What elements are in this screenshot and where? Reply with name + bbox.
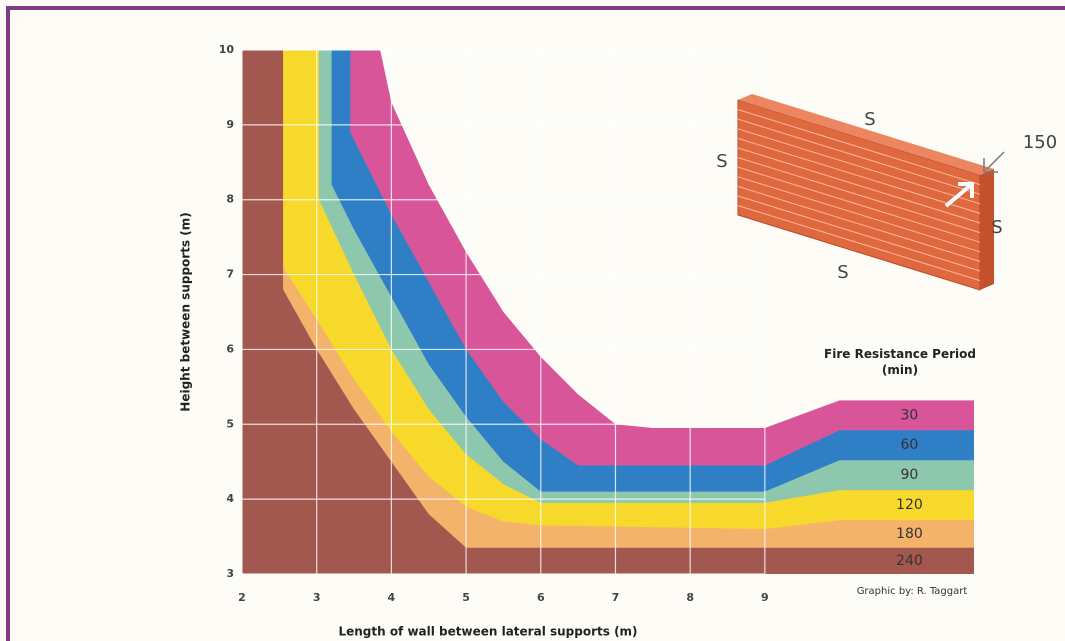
y-tick-label: 5 [226, 417, 234, 430]
x-axis-label: Length of wall between lateral supports … [338, 625, 637, 639]
x-tick-label: 9 [761, 591, 769, 604]
y-tick-label: 7 [226, 268, 234, 281]
support-label: S [837, 262, 848, 283]
x-tick-label: 5 [462, 591, 470, 604]
y-tick-label: 4 [226, 492, 234, 505]
y-tick-label: 10 [219, 43, 235, 56]
x-tick-label: 4 [388, 591, 396, 604]
y-tick-label: 6 [226, 342, 234, 355]
y-tick-label: 3 [226, 567, 234, 580]
y-tick-label: 9 [226, 118, 234, 131]
x-tick-label: 2 [238, 591, 246, 604]
band-label: 180 [896, 526, 923, 542]
support-label: S [716, 151, 727, 172]
credit: Graphic by: R. Taggart [857, 586, 968, 597]
x-tick-label: 6 [537, 591, 545, 604]
legend-title: Fire Resistance Period (min) [820, 346, 980, 378]
band-label: 60 [901, 437, 919, 453]
x-tick-label: 8 [686, 591, 694, 604]
band-label: 240 [896, 553, 923, 569]
thickness-label: 150 [1023, 132, 1057, 153]
support-label: S [864, 109, 875, 130]
band-label: 30 [901, 407, 919, 423]
chart: 34567891023456789306090120180240 S S S S… [0, 0, 1065, 641]
band-label: 120 [896, 497, 923, 513]
x-tick-label: 3 [313, 591, 321, 604]
wall-illustration: S S S S 150 [716, 94, 1057, 290]
support-label: S [991, 217, 1002, 238]
x-tick-label: 7 [612, 591, 620, 604]
y-axis-label: Height between supports (m) [179, 212, 193, 411]
band-label: 90 [901, 467, 919, 483]
page: 34567891023456789306090120180240 S S S S… [0, 0, 1065, 641]
y-tick-label: 8 [226, 193, 234, 206]
